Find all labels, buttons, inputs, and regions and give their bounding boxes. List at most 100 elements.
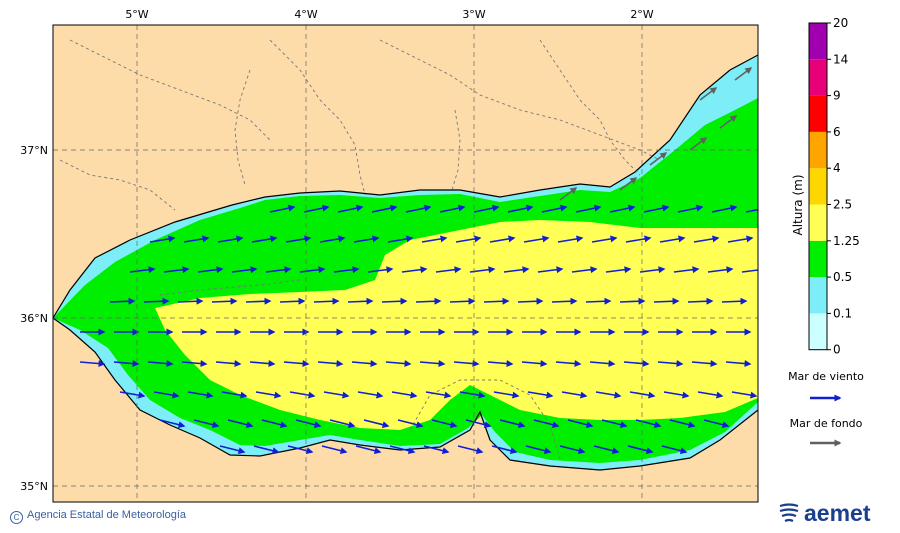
- wind-sea-arrow: [605, 266, 632, 274]
- wind-sea-arrow: [525, 445, 552, 455]
- wind-sea-arrow: [661, 445, 688, 455]
- wind-sea-arrow: [669, 419, 696, 429]
- wind-sea-arrow: [731, 391, 758, 399]
- wind-sea-arrow: [625, 235, 652, 243]
- wind-sea-arrow: [391, 391, 418, 399]
- colorbar-swatch: [809, 313, 827, 350]
- colorbar-level-label: 6: [833, 125, 841, 139]
- wind-sea-arrow: [643, 204, 670, 213]
- wind-sea-arrow: [455, 235, 482, 243]
- wind-sea-arrow: [559, 445, 586, 455]
- wind-sea-arrow: [489, 235, 516, 243]
- wind-sea-arrow: [363, 419, 390, 429]
- swell-arrow: [719, 115, 738, 129]
- wind-sea-arrow: [353, 235, 380, 243]
- wind-sea-arrow: [457, 445, 484, 455]
- aemet-logo-icon: [779, 503, 799, 523]
- wind-sea-arrow: [465, 419, 492, 429]
- wind-sea-arrow: [659, 235, 686, 243]
- wind-sea-arrow: [389, 445, 416, 455]
- wind-sea-arrow: [219, 445, 246, 455]
- colorbar-level-label: 9: [833, 89, 841, 103]
- swell-arrow: [649, 152, 668, 166]
- wind-sea-arrow: [551, 297, 578, 305]
- colorbar: 20 14 9 6 4 2.5 1.25 0.5 0.1 0: [808, 16, 860, 357]
- wind-sea-arrow: [351, 360, 378, 368]
- wind-sea-arrow: [231, 266, 258, 274]
- wind-sea-arrow: [197, 266, 224, 274]
- wind-sea-arrow: [585, 297, 612, 305]
- wind-sea-arrow: [149, 235, 176, 243]
- wind-sea-arrow: [657, 360, 684, 368]
- wind-sea-arrow: [561, 391, 588, 399]
- wind-sea-arrow: [619, 297, 646, 305]
- wind-sea-arrow: [555, 360, 582, 368]
- wind-sea-arrow: [663, 391, 690, 399]
- colorbar-level-label: 1.25: [833, 234, 860, 248]
- wind-sea-arrow: [287, 445, 314, 455]
- wind-sea-arrow: [677, 204, 704, 213]
- wind-sea-arrow: [321, 445, 348, 455]
- wind-sea-arrow: [249, 360, 276, 368]
- wind-sea-arrow: [523, 235, 550, 243]
- wind-sea-arrow: [279, 297, 306, 305]
- wind-sea-arrow: [567, 419, 594, 429]
- longitude-tick-labels: 5°W 4°W 3°W 2°W: [125, 8, 653, 21]
- wind-sea-arrow: [253, 445, 280, 455]
- wind-sea-arrow: [401, 266, 428, 274]
- wind-sea-arrow: [289, 391, 316, 399]
- wind-sea-arrow: [357, 391, 384, 399]
- wind-sea-arrow: [227, 419, 254, 429]
- wind-sea-arrow: [419, 360, 446, 368]
- wind-sea-arrow: [381, 297, 408, 305]
- colorbar-swatch: [809, 131, 827, 169]
- wind-sea-arrow: [725, 360, 752, 368]
- wind-sea-arrow: [177, 297, 204, 305]
- colorbar-level-label: 2.5: [833, 198, 852, 212]
- wind-sea-arrow: [439, 204, 466, 213]
- wind-sea-arrow: [421, 235, 448, 243]
- wind-sea-arrow: [533, 419, 560, 429]
- wind-sea-arrow: [317, 360, 344, 368]
- wind-sea-arrow: [245, 297, 272, 305]
- wind-sea-arrow: [521, 360, 548, 368]
- wind-sea-arrow: [745, 208, 758, 213]
- wind-sea-arrow: [109, 297, 136, 305]
- wind-sea-arrow: [741, 269, 758, 273]
- wind-sea-arrow: [541, 204, 568, 213]
- wind-sea-arrow: [181, 360, 208, 368]
- copyright-text: Agencia Estatal de Meteorología: [27, 509, 186, 521]
- graticule: [53, 25, 758, 502]
- lon-tick-label: 4°W: [294, 8, 317, 21]
- wind-sea-arrow: [405, 204, 432, 213]
- wind-sea-arrow: [285, 235, 312, 243]
- admin-borders: [59, 39, 661, 461]
- wind-sea-arrow: [153, 391, 180, 399]
- latitude-tick-labels: 37°N 36°N 35°N: [20, 144, 48, 493]
- wind-sea-arrow: [693, 235, 720, 243]
- wind-sea-arrow: [703, 419, 730, 429]
- wind-sea-arrow: [211, 297, 238, 305]
- wind-sea-arrow: [507, 204, 534, 213]
- lon-tick-label: 5°W: [125, 8, 148, 21]
- wind-sea-arrow: [499, 419, 526, 429]
- wind-sea-arrow: [601, 419, 628, 429]
- wave-direction-arrows: [79, 67, 758, 455]
- lon-tick-label: 2°W: [630, 8, 653, 21]
- wind-sea-arrow: [217, 235, 244, 243]
- wind-sea-arrow: [653, 297, 680, 305]
- wind-sea-arrow: [493, 391, 520, 399]
- wind-sea-arrow: [591, 235, 618, 243]
- wind-sea-arrow: [557, 235, 584, 243]
- lat-tick-label: 36°N: [20, 312, 48, 325]
- wind-sea-arrow: [537, 266, 564, 274]
- swell-arrow: [689, 137, 708, 151]
- swell-arrow: [734, 67, 753, 81]
- colorbar-level-label: 0.1: [833, 306, 852, 320]
- swell-label: Mar de fondo: [790, 417, 863, 430]
- wind-sea-arrow: [299, 266, 326, 274]
- wind-sea-arrow: [313, 297, 340, 305]
- wind-sea-arrow: [221, 391, 248, 399]
- colorbar-level-label: 14: [833, 52, 848, 66]
- wind-sea-arrow: [697, 391, 724, 399]
